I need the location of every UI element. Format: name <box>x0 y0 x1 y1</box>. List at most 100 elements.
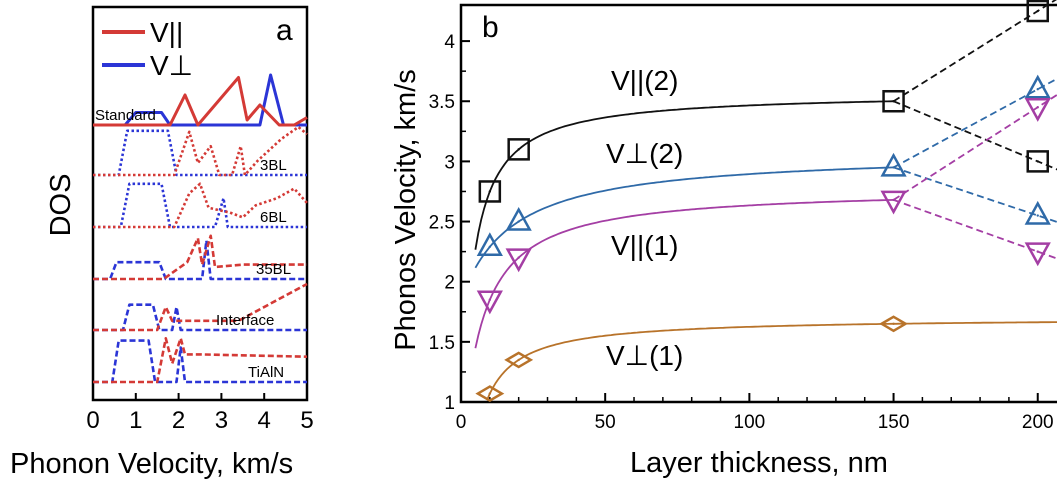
data-point-vpar1-dot <box>517 256 520 259</box>
data-point-vperp1 <box>475 385 505 403</box>
x-tick-label: 0 <box>456 412 467 433</box>
data-point-vpar1-dot <box>488 298 492 301</box>
data-point-vperp2-dot <box>1036 88 1039 91</box>
fit-curve-vperp1 <box>486 321 1057 401</box>
branch-lower-vperp2 <box>893 166 1057 223</box>
row-label-tialn: TiAlN <box>248 364 284 381</box>
data-point-vperp1 <box>879 315 909 333</box>
panel-a-traces <box>93 73 308 384</box>
row-label-standard: Standard <box>95 107 156 124</box>
data-point-vpar2 <box>882 89 905 113</box>
data-point-vperp1-dot <box>892 322 895 326</box>
data-point-vperp1-dot <box>517 358 520 362</box>
data-point-vpar2-dot <box>488 190 492 193</box>
dos-trace-tialn-par <box>93 336 308 384</box>
x-tick-label: 1 <box>129 407 142 434</box>
row-label-3bl: 3BL <box>260 157 287 174</box>
panel-a-letter: a <box>276 14 293 47</box>
dos-trace-6bl-perp <box>93 182 307 229</box>
panel-a-x-axis-label: Phonon Velocity, km/s <box>10 448 293 480</box>
dos-trace-standard-par <box>93 76 308 127</box>
panel-a-row-labels: Standard 3BL 6BL 35BL Interface TiAlN <box>95 107 291 381</box>
data-point-vperp2-dot <box>517 220 520 223</box>
x-tick-label: 2 <box>172 407 185 434</box>
branch-upper-vpar2 <box>893 0 1057 103</box>
x-tick-label: 150 <box>878 412 910 433</box>
y-tick-label: 1 <box>444 393 455 414</box>
curve-label-vpar2: V||(2) <box>611 65 678 96</box>
data-point-vpar2 <box>507 138 530 161</box>
panel-b-series <box>474 0 1057 403</box>
data-point-vpar2-dot <box>1036 9 1039 13</box>
branch-lower-vpar1 <box>893 199 1057 260</box>
branch-upper-vpar1 <box>893 93 1057 201</box>
x-tick-label: 100 <box>734 412 766 433</box>
dos-trace-tialn-perp <box>93 339 307 384</box>
dos-trace-6bl-par <box>93 182 308 229</box>
data-point-vpar2 <box>1026 150 1049 173</box>
data-point-vpar2-dot <box>1036 160 1039 163</box>
data-point-vperp2 <box>1024 200 1051 225</box>
data-point-vperp2-dot <box>488 245 492 249</box>
data-point-vpar1-dot <box>1036 106 1039 109</box>
panel-b-y-axis-label: Phonos Velocity, km/s <box>390 69 422 351</box>
panel-a-x-ticks: 0 1 2 3 4 5 <box>86 393 314 434</box>
data-point-vperp2 <box>505 206 532 231</box>
curve-label-vpar1: V||(1) <box>611 230 678 261</box>
row-label-6bl: 6BL <box>260 209 287 226</box>
data-point-vpar1 <box>1024 242 1051 267</box>
panel-a-y-axis-label: DOS <box>45 174 77 237</box>
curve-label-vperp2: V⊥(2) <box>606 138 683 169</box>
x-tick-label: 4 <box>258 407 271 434</box>
data-point-vperp1 <box>504 351 534 369</box>
x-tick-label: 5 <box>300 407 313 434</box>
branch-upper-vperp2 <box>893 77 1057 169</box>
y-tick-label: 1.5 <box>429 333 455 354</box>
panel-b-x-axis-label: Layer thickness, nm <box>630 447 888 479</box>
data-point-vpar2 <box>478 180 502 203</box>
panel-b-letter: b <box>482 11 499 44</box>
y-tick-label: 3.5 <box>429 92 455 113</box>
data-point-vpar1 <box>505 248 532 273</box>
panel-b-frame <box>459 3 1057 404</box>
fit-curve-vpar2 <box>474 100 894 250</box>
y-tick-label: 2.5 <box>429 213 455 234</box>
panel-b: 0 50 100 150 200 1 1.5 2 2.5 3 3.5 4 b Phonos Veloc… <box>390 0 1057 479</box>
legend-v-perp-label: V⊥ <box>150 50 193 81</box>
x-tick-label: 0 <box>86 407 99 434</box>
curve-label-vperp1: V⊥(1) <box>606 340 683 371</box>
x-tick-label: 50 <box>595 412 616 433</box>
fit-curve-vperp2 <box>474 166 894 269</box>
x-tick-label: 200 <box>1022 412 1054 433</box>
data-point-vpar1 <box>1024 98 1051 122</box>
data-point-vpar1 <box>476 290 503 315</box>
y-tick-label: 2 <box>444 273 455 294</box>
data-point-vpar2-dot <box>892 100 895 103</box>
y-tick-label: 3 <box>444 152 455 173</box>
panel-b-ticks: 0 50 100 150 200 1 1.5 2 2.5 3 3.5 4 <box>429 32 1054 433</box>
data-point-vpar1-dot <box>1036 250 1039 253</box>
data-point-vpar1 <box>880 190 907 215</box>
row-label-35bl: 35BL <box>256 261 291 278</box>
panel-a-frame <box>91 5 309 402</box>
dos-trace-interface-par <box>93 282 308 332</box>
row-label-interface: Interface <box>216 312 274 329</box>
dos-trace-interface-perp <box>93 303 307 332</box>
data-point-vperp2 <box>476 232 503 257</box>
y-tick-label: 4 <box>444 32 455 53</box>
panel-a-legend: V|| V⊥ <box>102 17 193 81</box>
x-tick-label: 3 <box>215 407 228 434</box>
branch-lower-vpar2 <box>893 100 1057 171</box>
dos-trace-3bl-par <box>93 125 308 177</box>
data-point-vpar1-dot <box>892 198 895 202</box>
data-point-vperp2-dot <box>1036 214 1039 217</box>
fit-curve-vpar1 <box>474 199 894 349</box>
data-point-vpar2 <box>1026 0 1049 23</box>
data-point-vperp1-dot <box>488 392 492 395</box>
data-point-vperp2 <box>1024 74 1051 99</box>
data-point-vperp2-dot <box>892 166 895 169</box>
data-point-vperp2 <box>880 152 907 177</box>
data-point-vpar2-dot <box>517 148 520 151</box>
